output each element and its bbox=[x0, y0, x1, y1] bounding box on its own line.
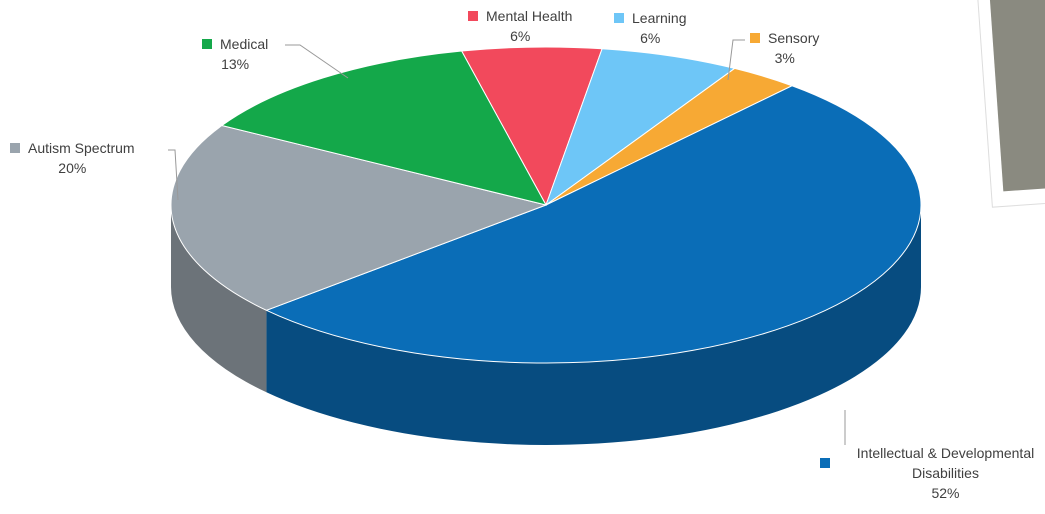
slice bbox=[460, 46, 603, 207]
data-label: Learning 6% bbox=[614, 8, 687, 48]
value-label: 13% bbox=[221, 56, 250, 72]
legend-entry: Medical bbox=[202, 34, 268, 54]
legend-swatch bbox=[468, 11, 478, 21]
data-label: Sensory 3% bbox=[750, 28, 819, 68]
category-label: Learning bbox=[632, 10, 687, 26]
data-label: Medical 13% bbox=[202, 34, 268, 74]
value-label: 52% bbox=[931, 485, 960, 501]
photo bbox=[976, 0, 1045, 208]
data-label: Intellectual & Developmental Disabilitie… bbox=[820, 443, 1043, 503]
leader-line bbox=[285, 44, 349, 79]
legend-swatch bbox=[614, 13, 624, 23]
legend-swatch bbox=[202, 39, 212, 49]
slice bbox=[265, 85, 922, 364]
pie bbox=[170, 46, 922, 445]
leader-lines bbox=[168, 39, 846, 445]
category-label: Medical bbox=[220, 36, 269, 52]
data-label: Mental Health 6% bbox=[468, 6, 572, 46]
legend-entry: Sensory bbox=[750, 28, 819, 48]
value-label: 6% bbox=[640, 30, 661, 46]
legend-entry: Autism Spectrum bbox=[10, 138, 135, 158]
value-label: 20% bbox=[58, 160, 87, 176]
legend-swatch bbox=[10, 143, 20, 153]
leader-line bbox=[168, 149, 179, 201]
leader-line bbox=[727, 39, 745, 81]
slice bbox=[220, 50, 547, 206]
slice bbox=[544, 48, 736, 207]
slice bbox=[170, 124, 548, 311]
category-label: Sensory bbox=[768, 30, 820, 46]
category-label: Intellectual & Developmental Disabilitie… bbox=[856, 445, 1035, 481]
slice-side bbox=[266, 205, 921, 445]
value-label: 3% bbox=[774, 50, 795, 66]
pie-tops bbox=[170, 46, 922, 364]
value-label: 6% bbox=[510, 28, 531, 44]
data-label: Autism Spectrum 20% bbox=[10, 138, 135, 178]
slice-side bbox=[171, 205, 267, 393]
legend-swatch bbox=[820, 458, 830, 468]
legend-entry: Learning bbox=[614, 8, 687, 28]
category-label: Mental Health bbox=[486, 8, 573, 24]
legend-entry: Intellectual & Developmental Disabilitie… bbox=[820, 443, 1043, 483]
category-label: Autism Spectrum bbox=[28, 140, 135, 156]
legend-swatch bbox=[750, 33, 760, 43]
legend-entry: Mental Health bbox=[468, 6, 572, 26]
pie-sides bbox=[171, 205, 921, 445]
